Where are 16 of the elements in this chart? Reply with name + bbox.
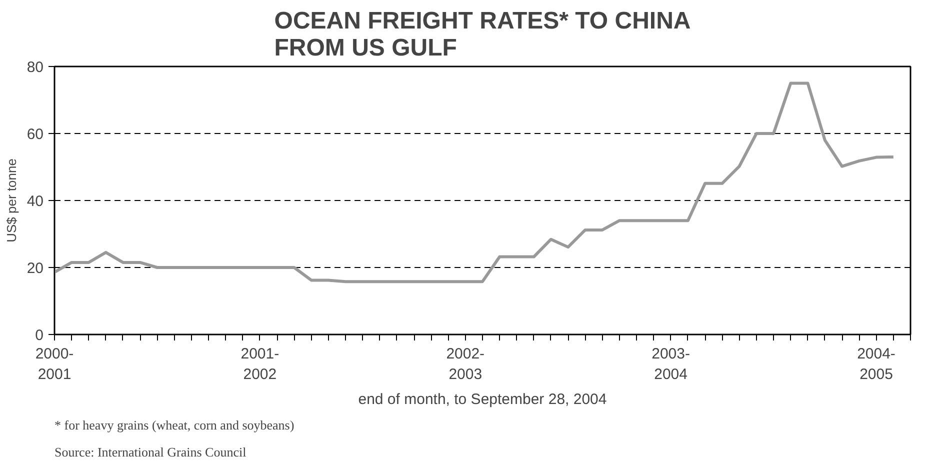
x-tick-label: 2001- 2002	[240, 346, 280, 383]
y-axis-title: US$ per tonne	[4, 158, 19, 242]
x-tick-label: 2000- 2001	[35, 346, 74, 383]
y-tick-label: 0	[35, 327, 44, 344]
y-tick-label: 40	[26, 193, 44, 210]
x-tick-label: 2003- 2004	[652, 346, 690, 383]
y-tick-label: 20	[26, 260, 44, 277]
chart-title: OCEAN FREIGHT RATES* TO CHINA FROM US GULF	[274, 8, 691, 62]
source-note: Source: International Grains Council	[54, 444, 247, 460]
y-tick-label: 60	[26, 126, 44, 143]
x-axis-title: end of month, to September 28, 2004	[358, 390, 607, 408]
x-tick-label: 2002- 2003	[446, 346, 485, 383]
y-tick-label: 80	[26, 59, 44, 76]
text: * for heavy grains (wheat, corn and soybeans)	[54, 418, 294, 432]
x-tick-label: 2004- 2005	[857, 346, 896, 383]
line-series	[54, 82, 895, 284]
